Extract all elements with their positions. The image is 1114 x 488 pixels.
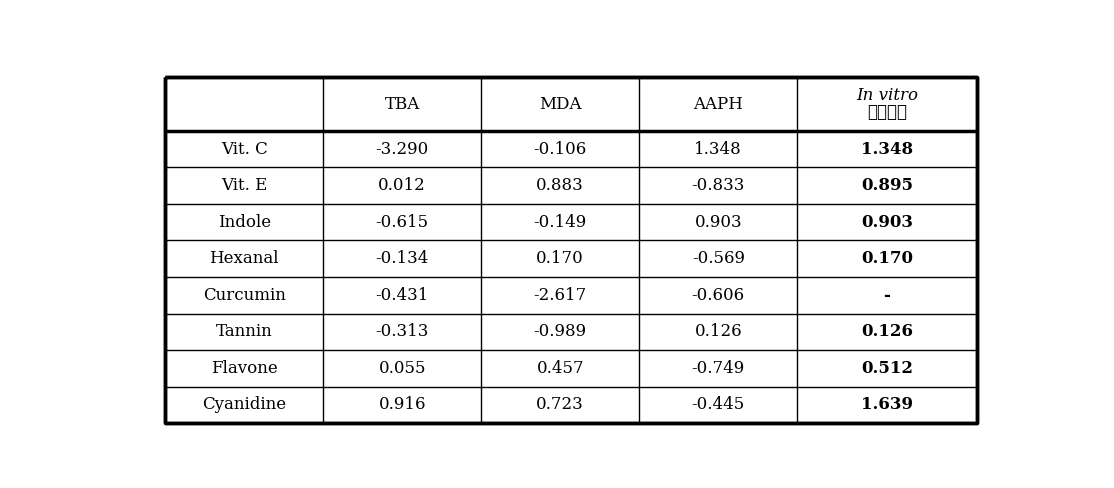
Text: 0.126: 0.126 <box>861 323 913 340</box>
Text: 1.639: 1.639 <box>861 396 913 413</box>
Text: 0.170: 0.170 <box>536 250 584 267</box>
Text: 0.012: 0.012 <box>379 177 426 194</box>
Text: -0.615: -0.615 <box>375 214 429 231</box>
Text: 1.348: 1.348 <box>694 141 742 158</box>
Text: Hexanal: Hexanal <box>209 250 278 267</box>
Text: 0.170: 0.170 <box>861 250 913 267</box>
Text: 1.348: 1.348 <box>861 141 913 158</box>
Text: -: - <box>883 287 890 304</box>
Text: AAPH: AAPH <box>693 96 743 113</box>
Text: 0.055: 0.055 <box>379 360 426 377</box>
Text: -0.989: -0.989 <box>534 323 587 340</box>
Text: 0.126: 0.126 <box>694 323 742 340</box>
Text: Flavone: Flavone <box>211 360 277 377</box>
Text: 0.883: 0.883 <box>536 177 584 194</box>
Text: -0.445: -0.445 <box>692 396 745 413</box>
Text: 항산화능: 항산화능 <box>867 103 907 122</box>
Text: 0.903: 0.903 <box>861 214 913 231</box>
Text: MDA: MDA <box>539 96 582 113</box>
Text: 0.895: 0.895 <box>861 177 913 194</box>
Text: -2.617: -2.617 <box>534 287 587 304</box>
Text: 0.723: 0.723 <box>536 396 584 413</box>
Text: In vitro: In vitro <box>856 87 918 104</box>
Text: Indole: Indole <box>217 214 271 231</box>
Text: -0.313: -0.313 <box>375 323 429 340</box>
Text: Cyanidine: Cyanidine <box>202 396 286 413</box>
Text: -0.149: -0.149 <box>534 214 587 231</box>
Text: Vit. C: Vit. C <box>221 141 267 158</box>
Text: Tannin: Tannin <box>216 323 273 340</box>
Text: -0.106: -0.106 <box>534 141 587 158</box>
Text: TBA: TBA <box>384 96 420 113</box>
Text: 0.512: 0.512 <box>861 360 913 377</box>
Text: -0.833: -0.833 <box>692 177 745 194</box>
Text: -0.431: -0.431 <box>375 287 429 304</box>
Text: -0.749: -0.749 <box>692 360 745 377</box>
Text: -0.606: -0.606 <box>692 287 745 304</box>
Text: Vit. E: Vit. E <box>221 177 267 194</box>
Text: -0.569: -0.569 <box>692 250 745 267</box>
Text: 0.903: 0.903 <box>694 214 742 231</box>
Text: 0.457: 0.457 <box>537 360 584 377</box>
Text: 0.916: 0.916 <box>379 396 426 413</box>
Text: -0.134: -0.134 <box>375 250 429 267</box>
Text: Curcumin: Curcumin <box>203 287 285 304</box>
Text: -3.290: -3.290 <box>375 141 429 158</box>
